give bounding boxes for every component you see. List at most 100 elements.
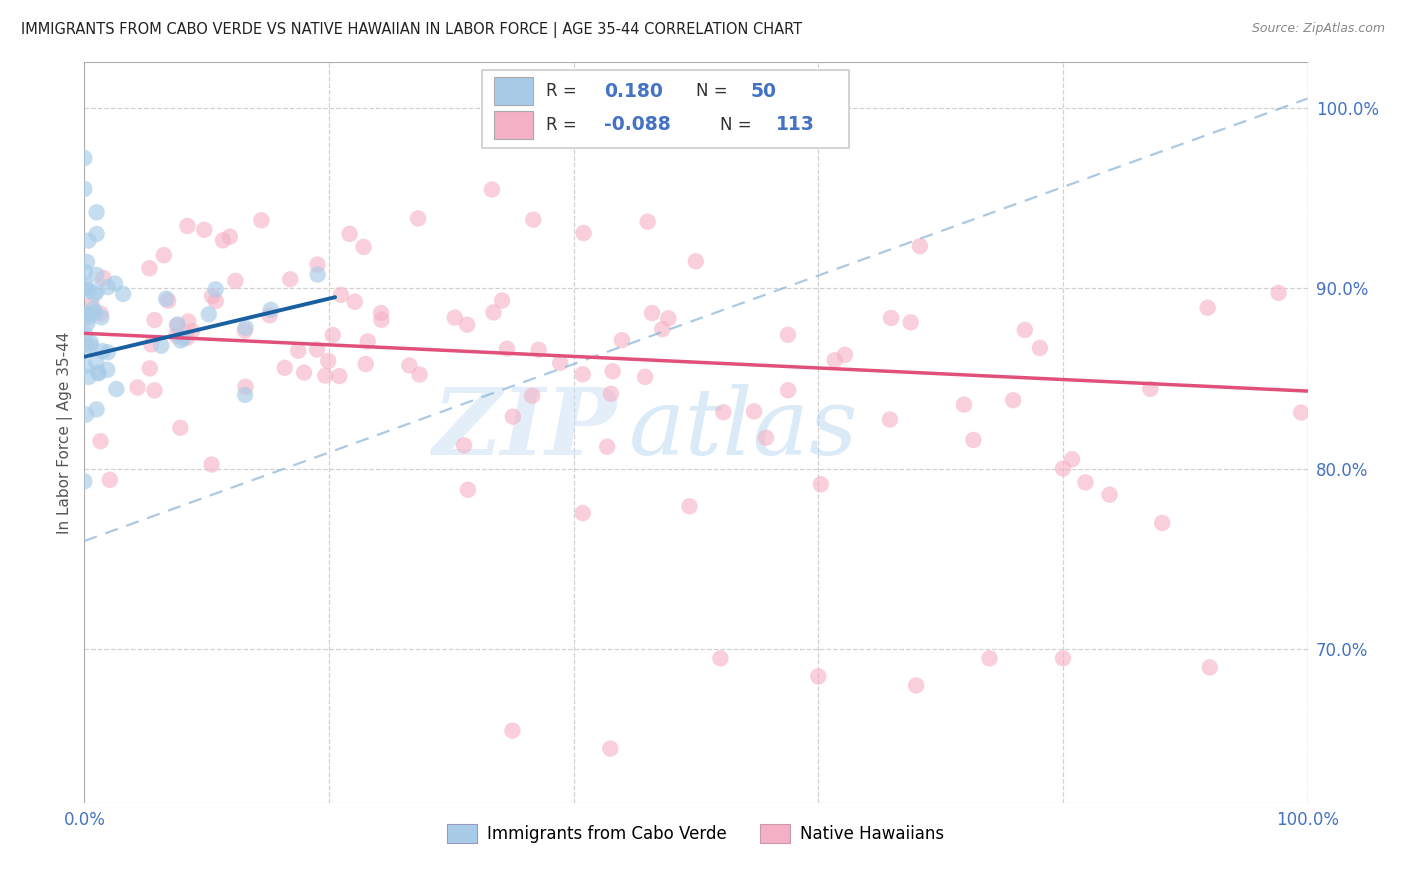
Text: N =: N =	[696, 82, 727, 100]
Point	[201, 289, 224, 303]
Point	[357, 334, 380, 349]
Point	[77, 234, 100, 248]
Point	[1062, 452, 1084, 467]
Point	[343, 294, 366, 309]
Point	[233, 324, 256, 338]
Point	[91, 344, 114, 359]
Point	[339, 227, 361, 241]
Point	[87, 366, 110, 380]
Point	[197, 307, 219, 321]
Point	[169, 421, 191, 435]
Point	[82, 302, 104, 317]
Point	[260, 302, 283, 317]
Point	[522, 212, 544, 227]
Point	[353, 240, 375, 254]
Point	[250, 213, 273, 227]
Point	[651, 322, 673, 336]
Point	[685, 254, 707, 268]
Point	[157, 293, 180, 308]
Point	[235, 380, 257, 394]
Point	[307, 258, 329, 272]
Point	[105, 382, 128, 396]
Point	[1052, 651, 1074, 665]
Point	[143, 313, 166, 327]
Point	[75, 265, 97, 279]
Point	[278, 272, 301, 286]
Point	[481, 182, 503, 196]
Point	[1197, 301, 1219, 315]
Point	[520, 389, 543, 403]
Point	[709, 651, 731, 665]
Text: -0.088: -0.088	[605, 115, 671, 134]
Point	[141, 337, 163, 351]
Point	[139, 361, 162, 376]
Point	[443, 310, 465, 325]
Text: 113: 113	[776, 115, 814, 134]
Point	[86, 227, 108, 241]
Point	[810, 477, 832, 491]
Point	[153, 248, 176, 262]
Point	[408, 368, 430, 382]
Point	[76, 316, 98, 330]
Point	[807, 669, 830, 683]
Point	[637, 215, 659, 229]
Point	[127, 380, 149, 394]
Point	[962, 433, 984, 447]
Point	[73, 359, 96, 374]
Legend: Immigrants from Cabo Verde, Native Hawaiians: Immigrants from Cabo Verde, Native Hawai…	[440, 817, 952, 850]
Point	[90, 434, 112, 449]
Point	[548, 356, 571, 370]
Point	[166, 318, 188, 332]
Point	[86, 402, 108, 417]
Point	[1014, 323, 1036, 337]
Point	[406, 211, 429, 226]
Point	[879, 412, 901, 426]
Point	[90, 307, 112, 321]
Point	[224, 274, 246, 288]
Point	[80, 297, 103, 311]
Point	[193, 223, 215, 237]
Point	[93, 271, 115, 285]
Point	[169, 334, 191, 348]
Point	[1029, 341, 1052, 355]
Point	[166, 318, 188, 333]
Point	[86, 205, 108, 219]
Point	[305, 343, 328, 357]
Point	[98, 473, 121, 487]
Point	[307, 268, 329, 282]
Point	[316, 354, 339, 368]
Point	[1152, 516, 1174, 530]
Point	[711, 405, 734, 419]
Point	[73, 182, 96, 196]
Point	[900, 315, 922, 329]
Point	[75, 281, 97, 295]
Point	[834, 348, 856, 362]
Point	[755, 431, 778, 445]
Point	[77, 284, 100, 298]
Point	[176, 219, 198, 233]
Point	[138, 261, 160, 276]
Point	[453, 438, 475, 452]
Point	[73, 475, 96, 489]
Point	[953, 398, 976, 412]
Point	[200, 458, 222, 472]
Point	[491, 293, 513, 308]
Point	[314, 368, 336, 383]
Point	[905, 678, 928, 692]
Text: IMMIGRANTS FROM CABO VERDE VS NATIVE HAWAIIAN IN LABOR FORCE | AGE 35-44 CORRELA: IMMIGRANTS FROM CABO VERDE VS NATIVE HAW…	[21, 22, 803, 38]
Point	[1289, 406, 1312, 420]
Point	[77, 370, 100, 384]
Point	[292, 366, 315, 380]
Point	[370, 312, 392, 326]
Point	[204, 282, 226, 296]
Point	[104, 277, 127, 291]
Point	[678, 500, 700, 514]
FancyBboxPatch shape	[494, 78, 533, 105]
Point	[83, 287, 105, 301]
Point	[80, 339, 103, 353]
Point	[155, 292, 177, 306]
Point	[610, 333, 633, 347]
Point	[328, 369, 350, 384]
Point	[527, 343, 550, 357]
Point	[96, 363, 118, 377]
